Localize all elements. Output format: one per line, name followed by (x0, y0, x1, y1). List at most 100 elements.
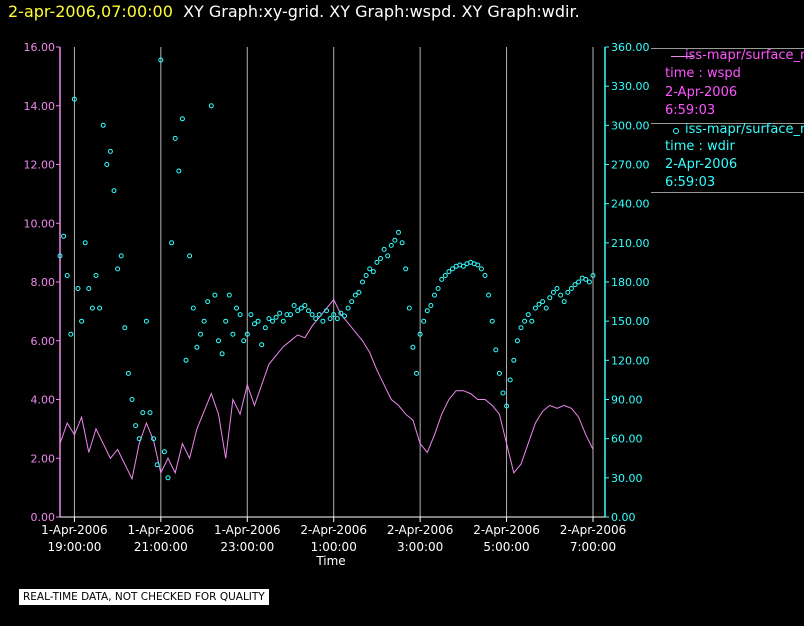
x-tick-date: 1-Apr-2006 (41, 523, 108, 537)
legend-divider (651, 123, 804, 124)
wdir-point (255, 318, 261, 324)
legend-wdir-label: iss-mapr/surface_m (685, 122, 804, 137)
wdir-point (313, 316, 319, 322)
left-y-tick-label: 8.00 (31, 276, 56, 289)
wdir-point (61, 233, 67, 239)
wdir-point (583, 276, 589, 282)
wdir-point (363, 273, 369, 278)
wdir-point (360, 279, 365, 285)
x-tick-time: 3:00:00 (397, 540, 443, 554)
vertical-grid (73, 47, 594, 517)
wdir-point (295, 308, 301, 314)
left-y-tick-label: 10.00 (24, 217, 56, 230)
wdir-point (266, 316, 272, 322)
wdir-point (143, 318, 149, 324)
right-y-tick-label: 30.00 (611, 472, 643, 485)
wdir-point (194, 344, 200, 350)
chart-title: 2-apr-2006,07:00:00 XY Graph:xy-grid. XY… (8, 2, 580, 21)
wdir-point (331, 312, 337, 318)
wdir-point (309, 312, 315, 318)
wdir-point (514, 338, 520, 344)
wdir-point (406, 305, 412, 311)
wdir-point (403, 266, 409, 272)
wdir-point (97, 305, 103, 311)
wdir-point (64, 273, 70, 278)
wdir-point (342, 313, 347, 319)
wdir-point (590, 273, 596, 278)
wdir-point (324, 308, 329, 314)
wdir-point (154, 462, 160, 468)
wdir-point (104, 162, 110, 167)
wdir-point (554, 286, 560, 291)
wdir-point (421, 318, 427, 324)
x-tick-time: 19:00:00 (47, 540, 101, 554)
wdir-point (179, 116, 185, 122)
wdir-point (212, 292, 218, 298)
wdir-point (518, 325, 524, 331)
wdir-point (504, 403, 510, 409)
wdir-point (230, 331, 236, 337)
wdir-point (122, 325, 128, 331)
wdir-point (334, 316, 340, 322)
legend-wspd-variable: time : wspd (665, 66, 741, 81)
wdir-point (460, 263, 466, 269)
x-tick-time: 23:00:00 (220, 540, 274, 554)
wdir-point (576, 279, 582, 285)
wdir-point (378, 256, 383, 261)
wdir-point (345, 305, 351, 311)
right-y-tick-label: 120.00 (611, 354, 650, 367)
wdir-point (190, 305, 196, 311)
wdir-point (118, 253, 124, 259)
wdir-point (100, 122, 106, 128)
wdir-point (439, 276, 445, 282)
wdir-point (57, 253, 63, 259)
wdir-point (169, 240, 175, 246)
wdir-point (496, 370, 502, 376)
wdir-point (198, 331, 203, 337)
quality-notice: REAL-TIME DATA, NOT CHECKED FOR QUALITY (19, 589, 269, 605)
wdir-point (259, 342, 265, 348)
wdir-point (349, 299, 355, 305)
wdir-point (273, 314, 279, 320)
wdir-point (572, 282, 578, 288)
wdir-point (68, 331, 74, 337)
wdir-point (489, 318, 495, 324)
right-y-tick-label: 210.00 (611, 237, 650, 250)
legend-wspd-label: iss-mapr/surface_m (685, 48, 804, 63)
wdir-point (320, 318, 326, 324)
axes: 1-Apr-2006 19:00:00 1-Apr-2006 21:00:00 1-Ap… (24, 41, 650, 554)
wdir-point (352, 292, 358, 298)
right-y-tick-label: 150.00 (611, 315, 650, 328)
x-tick-date: 1-Apr-2006 (128, 523, 195, 537)
wspd-line-icon (671, 56, 693, 57)
x-tick-time: 21:00:00 (134, 540, 188, 554)
wdir-point (237, 312, 243, 318)
wdir-point (161, 449, 167, 455)
wdir-point (446, 269, 452, 275)
wdir-point (316, 312, 322, 318)
right-y-tick-label: 180.00 (611, 276, 650, 289)
wdir-point (399, 240, 405, 246)
right-y-tick-label: 90.00 (611, 394, 643, 407)
wdir-point (234, 305, 239, 311)
x-tick-date: 2-Apr-2006 (300, 523, 367, 537)
wdir-point (475, 262, 481, 268)
wdir-point (385, 253, 391, 259)
wdir-point (550, 289, 556, 295)
x-tick-date: 1-Apr-2006 (214, 523, 281, 537)
wdir-point (302, 303, 308, 308)
wspd-series (59, 298, 594, 481)
wdir-point (511, 357, 517, 363)
right-y-tick-label: 360.00 (611, 41, 650, 54)
wdir-point (370, 269, 376, 275)
wdir-point (252, 321, 257, 327)
right-y-tick-label: 300.00 (611, 119, 650, 132)
wspd-line (59, 298, 594, 481)
left-y-tick-label: 2.00 (31, 452, 56, 465)
left-y-tick-label: 6.00 (31, 335, 56, 348)
wdir-point (216, 338, 221, 344)
wdir-point (280, 318, 286, 324)
wdir-point (176, 168, 182, 174)
wdir-point (442, 273, 448, 278)
wdir-point (482, 273, 488, 278)
